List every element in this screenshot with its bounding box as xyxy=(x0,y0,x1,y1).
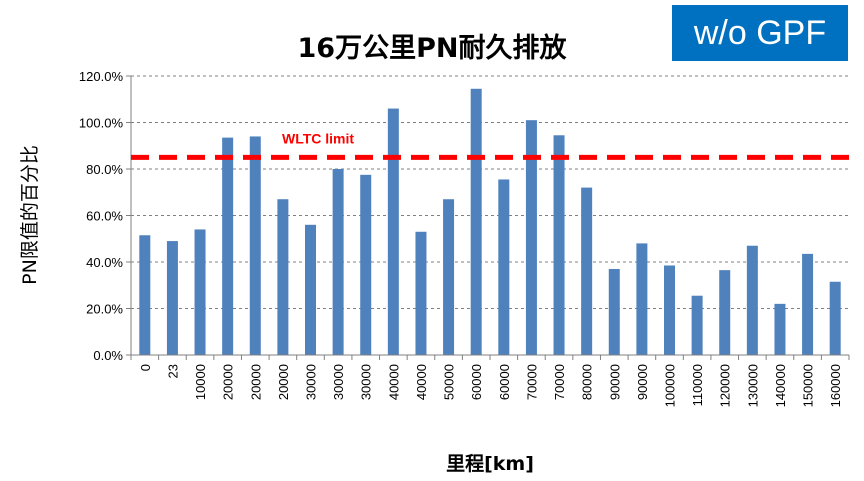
x-tick-label: 80000 xyxy=(580,364,595,400)
bar xyxy=(774,303,786,355)
x-tick-label: 150000 xyxy=(801,364,816,407)
x-tick-label: 100000 xyxy=(663,364,678,407)
chart-title: 16万公里PN耐久排放 xyxy=(298,32,568,64)
x-tick-label: 40000 xyxy=(386,364,401,400)
bar xyxy=(691,295,703,355)
bar xyxy=(332,169,344,355)
bar xyxy=(664,265,675,355)
x-tick-label: 60000 xyxy=(469,364,484,400)
without-gpf-badge: w/o GPF xyxy=(672,5,848,61)
x-tick-label: 50000 xyxy=(442,364,457,400)
x-tick-label: 130000 xyxy=(745,364,760,407)
x-tick-label: 160000 xyxy=(828,364,843,407)
x-tick-label: 20000 xyxy=(248,364,263,400)
bar xyxy=(249,136,261,355)
x-tick-label: 20000 xyxy=(221,364,236,400)
bar xyxy=(166,241,178,355)
bar xyxy=(581,187,593,355)
bar xyxy=(829,281,841,355)
x-tick-label: 23 xyxy=(165,364,180,378)
bar xyxy=(498,179,510,355)
bar xyxy=(746,245,758,355)
bar xyxy=(305,224,316,355)
bar xyxy=(194,229,206,355)
y-tick-label: 120.0% xyxy=(79,69,124,84)
grid-lines xyxy=(126,75,849,356)
y-tick-label: 80.0% xyxy=(86,162,123,177)
x-tick-label: 30000 xyxy=(359,364,374,400)
y-tick-label: 100.0% xyxy=(79,116,124,131)
x-tick-label: 10000 xyxy=(193,364,208,400)
x-tick-label: 30000 xyxy=(304,364,319,400)
x-tick-label: 90000 xyxy=(635,364,650,400)
bar xyxy=(525,120,537,355)
x-tick-label: 60000 xyxy=(497,364,512,400)
x-tick-label: 20000 xyxy=(276,364,291,400)
bar xyxy=(360,174,372,355)
x-tick-label: 110000 xyxy=(690,364,705,406)
bar xyxy=(470,88,482,355)
bar xyxy=(443,199,455,355)
x-tick-label: 70000 xyxy=(552,364,567,400)
x-tick-label: 0 xyxy=(138,364,153,371)
y-tick-label: 40.0% xyxy=(86,255,123,270)
y-tick-label: 0.0% xyxy=(93,348,123,363)
x-tick-label: 90000 xyxy=(607,364,622,400)
wltc-limit-label: WLTC limit xyxy=(282,130,354,146)
x-tick-label: 30000 xyxy=(331,364,346,400)
bar xyxy=(222,137,234,355)
x-tick-label: 140000 xyxy=(773,364,788,407)
bar xyxy=(553,135,565,355)
bar xyxy=(139,235,151,355)
x-tick-label: 40000 xyxy=(414,364,429,400)
bar-series xyxy=(139,88,841,355)
x-tick-label: 120000 xyxy=(718,364,733,407)
y-axis-label: PN限值的百分比 xyxy=(19,145,41,285)
x-axis-label: 里程[km] xyxy=(446,453,534,475)
bar xyxy=(277,199,289,355)
bar xyxy=(636,243,648,355)
y-tick-labels: 0.0% 20.0% 40.0% 60.0% 80.0% 100.0% 120.0% xyxy=(79,69,124,363)
y-tick-label: 60.0% xyxy=(86,209,123,224)
y-tick-label: 20.0% xyxy=(86,302,123,317)
bar xyxy=(387,108,399,355)
bar xyxy=(719,270,731,355)
bar xyxy=(608,268,620,355)
bar xyxy=(802,253,814,355)
bar xyxy=(415,231,427,355)
x-tick-label: 70000 xyxy=(524,364,539,400)
x-tick-labels: 0 23 10000 20000 20000 20000 30000 30000 30000 40… xyxy=(130,355,850,407)
